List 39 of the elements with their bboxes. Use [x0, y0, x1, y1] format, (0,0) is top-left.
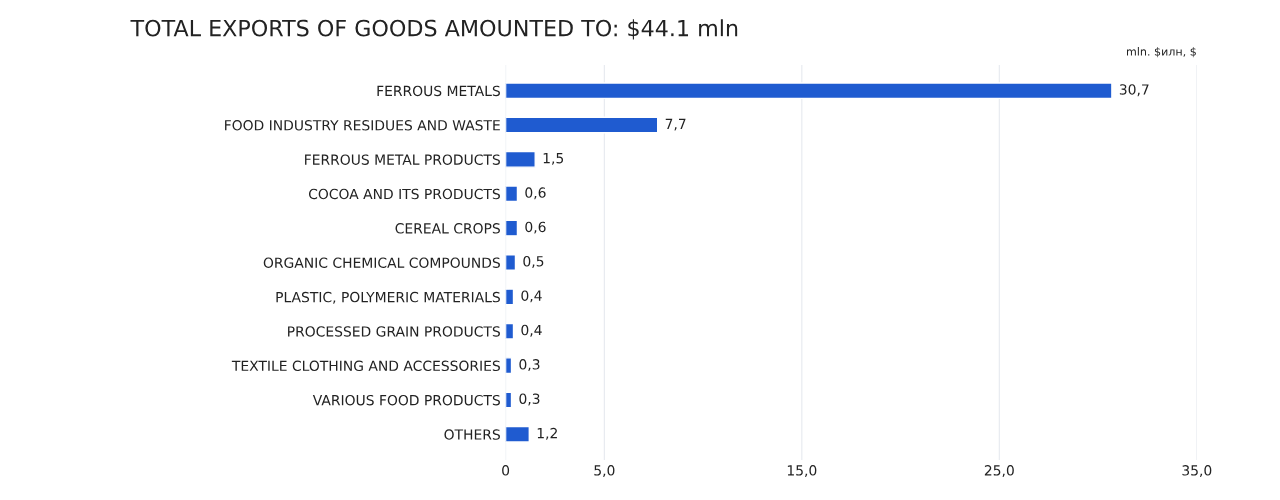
- bar: [505, 82, 1113, 100]
- bar: [505, 357, 513, 375]
- data-label: 1,2: [537, 427, 557, 440]
- y-tick-label: VARIOUS FOOD PRODUCTS: [312, 394, 500, 406]
- bar: [505, 185, 519, 203]
- bar: [505, 219, 519, 237]
- x-tick-label: 35,0: [1182, 465, 1212, 478]
- y-tick-label: COCOA AND ITS PRODUCTS: [308, 188, 500, 200]
- bar: [505, 425, 530, 443]
- data-label: 0,3: [519, 393, 540, 406]
- bar: [505, 116, 659, 134]
- y-tick-label: FERROUS METALS: [377, 85, 500, 97]
- bar: [505, 150, 536, 168]
- bar: [505, 322, 515, 340]
- data-label: 30,7: [1119, 84, 1149, 97]
- data-label: 1,5: [543, 153, 564, 165]
- y-tick-label: PROCESSED GRAIN PRODUCTS: [288, 326, 500, 337]
- chart-title: TOTAL EXPORTS OF GOODS AMOUNTED TO: $44.1 mln: [130, 19, 738, 40]
- y-tick-label: FOOD INDUSTRY RESIDUES AND WASTE: [225, 120, 500, 131]
- data-label: 0,3: [519, 359, 540, 372]
- bar: [505, 254, 517, 271]
- data-label: 0,6: [525, 187, 546, 200]
- y-tick-label: CEREAL CROPS: [395, 223, 500, 234]
- x-tick-label: 15,0: [787, 465, 817, 478]
- x-tick-label: 25,0: [984, 465, 1014, 478]
- y-tick-label: FERROUS METAL PRODUCTS: [305, 154, 500, 165]
- x-tick-label: 5,0: [594, 465, 615, 478]
- bar: [505, 288, 515, 306]
- x-axis-title: mln. $илн, $: [1127, 47, 1196, 58]
- y-tick-label: TEXTILE CLOTHING AND ACCESSORIES: [231, 360, 500, 372]
- data-label: 0,4: [521, 324, 542, 337]
- data-label: 7,7: [665, 118, 686, 131]
- data-label: 0,5: [523, 256, 544, 268]
- data-label: 0,4: [521, 290, 542, 303]
- y-tick-label: ORGANIC CHEMICAL COMPOUNDS: [263, 257, 500, 268]
- y-tick-label: PLASTIC, POLYMERIC MATERIALS: [276, 291, 500, 304]
- data-label: 0,6: [525, 221, 546, 234]
- y-tick-label: OTHERS: [444, 429, 500, 440]
- x-tick-label: 0: [502, 465, 510, 476]
